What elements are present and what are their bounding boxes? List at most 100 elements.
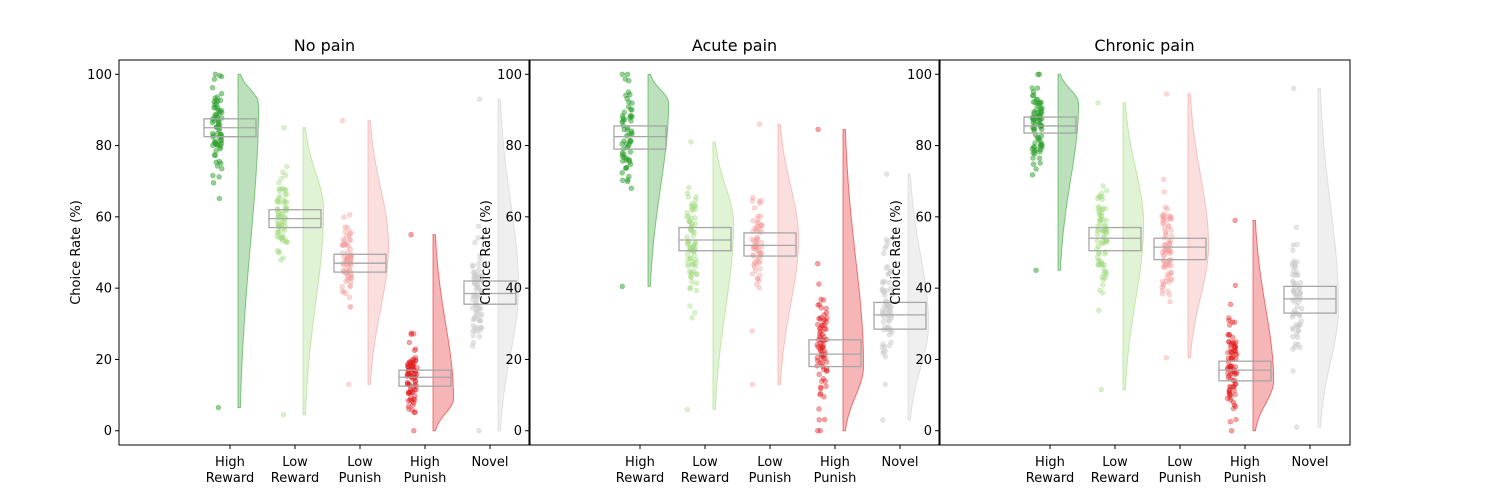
data-point: [1094, 254, 1101, 261]
data-point: [757, 272, 763, 278]
data-point: [412, 358, 419, 364]
data-point: [1166, 248, 1172, 254]
data-point: [1232, 364, 1239, 370]
data-point: [619, 177, 626, 184]
data-point: [347, 304, 353, 310]
data-point: [1037, 160, 1043, 166]
data-point: [1099, 282, 1106, 288]
data-point: [687, 219, 693, 225]
data-point: [348, 275, 354, 282]
y-tick-label: 80: [505, 139, 522, 154]
data-point: [1232, 381, 1238, 387]
data-point: [341, 238, 348, 245]
data-point: [824, 315, 830, 321]
data-point: [684, 190, 691, 196]
data-point: [283, 207, 289, 214]
data-point: [213, 159, 219, 166]
data-point: [344, 255, 350, 262]
data-point: [1094, 232, 1101, 238]
data-point: [407, 390, 413, 396]
data-point: [689, 244, 696, 251]
y-tick-label: 20: [505, 353, 522, 368]
data-point: [1160, 176, 1167, 183]
box-iqr: [873, 301, 927, 330]
data-point: [821, 322, 828, 328]
data-point: [1159, 287, 1166, 294]
data-point: [345, 243, 352, 249]
data-point: [1099, 239, 1105, 245]
data-point: [1165, 263, 1171, 269]
data-point: [687, 244, 693, 251]
data-point: [1290, 346, 1296, 352]
data-point: [1099, 274, 1105, 280]
data-point: [1228, 391, 1234, 398]
data-point: [814, 321, 821, 328]
data-point: [886, 342, 893, 349]
x-tick-label: High: [625, 455, 655, 470]
data-point: [217, 146, 223, 152]
data-point: [281, 197, 287, 203]
data-point: [348, 278, 354, 285]
data-point: [751, 259, 758, 266]
data-point: [1094, 238, 1101, 244]
data-point: [210, 180, 217, 186]
data-point: [684, 251, 691, 257]
data-point: [1031, 109, 1037, 115]
x-tick-label: Reward: [616, 471, 664, 486]
data-point: [408, 331, 414, 337]
data-point: [749, 198, 756, 204]
data-point: [817, 348, 824, 354]
data-point: [346, 381, 352, 388]
data-point: [881, 250, 887, 257]
data-point: [754, 235, 760, 242]
data-point: [219, 166, 225, 172]
data-point: [284, 239, 290, 245]
data-point: [1161, 262, 1168, 268]
data-point: [1097, 217, 1103, 224]
data-point: [412, 409, 418, 415]
y-tick-label: 80: [95, 139, 112, 154]
data-point: [1290, 258, 1297, 264]
data-point: [406, 372, 412, 378]
data-point: [1227, 397, 1234, 403]
data-point: [691, 252, 698, 259]
x-tick-label: Reward: [1026, 471, 1074, 486]
data-point: [757, 213, 764, 219]
y-tick-label: 20: [915, 353, 932, 368]
x-tick-label: Reward: [1091, 471, 1139, 486]
data-point: [624, 133, 630, 139]
data-point: [692, 203, 699, 209]
data-point: [476, 96, 483, 102]
data-point: [1167, 276, 1174, 283]
series-high-punish: [398, 232, 455, 434]
data-point: [1098, 210, 1105, 216]
data-point: [1297, 280, 1304, 286]
data-point: [1037, 122, 1044, 128]
series-novel: [463, 96, 520, 434]
data-point: [413, 387, 419, 393]
data-point: [685, 263, 692, 269]
data-point: [687, 303, 693, 309]
data-point: [818, 329, 824, 335]
data-point: [1167, 215, 1173, 222]
data-point: [279, 210, 286, 217]
data-point: [411, 331, 417, 337]
data-point: [691, 229, 698, 236]
data-point: [1101, 262, 1107, 268]
data-point: [1162, 252, 1168, 258]
data-point: [619, 283, 625, 290]
data-point: [621, 138, 627, 144]
data-point: [1160, 282, 1166, 288]
data-point: [279, 232, 285, 238]
data-point: [1160, 215, 1167, 221]
data-point: [1162, 204, 1169, 211]
data-point: [754, 275, 761, 282]
data-point: [1097, 287, 1103, 293]
data-point: [816, 406, 822, 412]
data-point: [816, 315, 822, 322]
data-point: [1227, 301, 1234, 307]
data-point: [693, 287, 700, 294]
data-point: [475, 308, 481, 314]
data-point: [1168, 269, 1175, 276]
data-point: [692, 240, 698, 247]
